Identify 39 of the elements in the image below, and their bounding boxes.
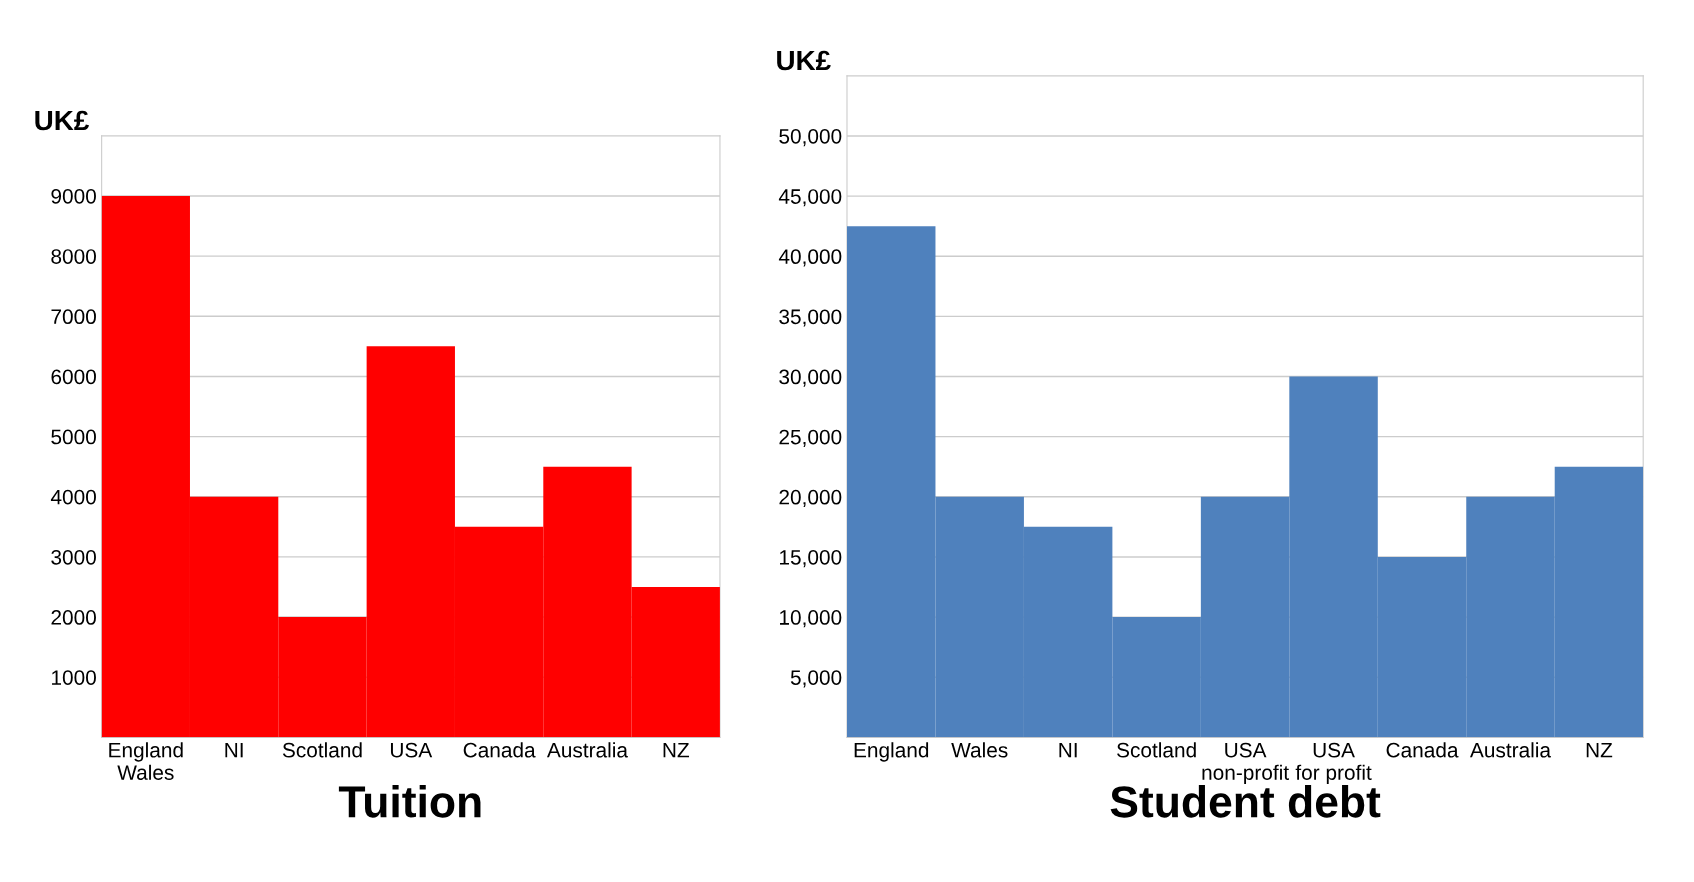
- x-tick-label: England: [854, 742, 929, 762]
- y-tick-label: 30,000: [779, 369, 842, 387]
- y-tick-label: 6000: [51, 369, 96, 385]
- x-tick-label: USA non-profit: [1202, 742, 1289, 785]
- y-tick-label: 1000: [52, 670, 96, 685]
- x-tick-label: Scotland: [282, 742, 362, 758]
- x-tick-label: NI: [1059, 742, 1077, 758]
- y-tick-label: 35,000: [779, 309, 842, 327]
- x-tick-label: NZ: [1586, 742, 1613, 758]
- y-tick-label: 15,000: [780, 549, 842, 568]
- y-axis-title: UK£: [35, 110, 89, 131]
- y-tick-label: 50,000: [779, 128, 842, 147]
- y-tick-label: 5000: [51, 429, 96, 445]
- x-tick-label: NI: [225, 742, 243, 758]
- x-tick-label: Scotland: [1117, 742, 1196, 758]
- x-tick-label: Canada: [1386, 742, 1459, 758]
- y-tick-label: 7000: [51, 309, 96, 325]
- y-tick-label: 10,000: [780, 610, 842, 628]
- y-tick-label: 45,000: [778, 189, 842, 207]
- y-tick-label: 2000: [51, 610, 96, 625]
- x-tick-label: Canada: [463, 742, 536, 758]
- x-tick-label: USA for profit: [1295, 742, 1372, 785]
- x-tick-label: Wales: [951, 742, 1008, 758]
- y-axis-title: UK£: [777, 50, 831, 71]
- x-tick-label: Australia: [1470, 742, 1552, 758]
- y-tick-label: 9000: [51, 188, 96, 204]
- x-tick-label: USA: [390, 742, 433, 758]
- y-tick-label: 4000: [50, 489, 96, 505]
- text: Student debt: [1110, 784, 1381, 818]
- y-tick-label: 5,000: [790, 670, 842, 688]
- y-tick-label: 20,000: [779, 489, 842, 508]
- x-tick-label: NZ: [663, 742, 690, 758]
- y-tick-label: 8000: [51, 249, 96, 264]
- y-tick-label: 3000: [51, 549, 96, 565]
- y-tick-label: 40,000: [778, 249, 842, 267]
- x-tick-label: Australia: [546, 742, 628, 758]
- y-tick-label: 25,000: [779, 429, 842, 447]
- text: Tuition: [338, 784, 481, 818]
- x-tick-label: England Wales: [109, 742, 183, 780]
